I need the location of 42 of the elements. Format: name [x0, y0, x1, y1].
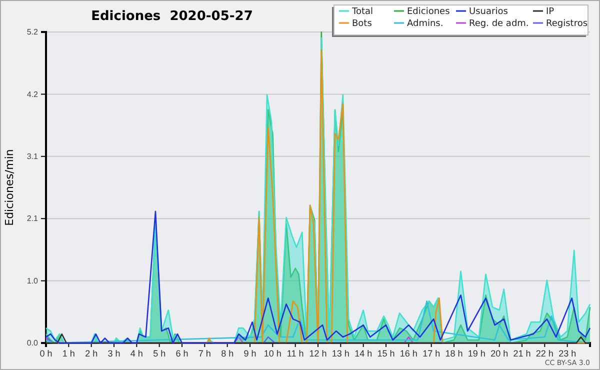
x-tick-label: 23 h [558, 348, 576, 358]
legend-label: Usuarios [469, 7, 508, 17]
x-tick-label: 10 h [264, 348, 282, 358]
y-tick-label: 0.0 [26, 338, 39, 348]
x-tick-label: 6 h [176, 348, 188, 358]
x-tick-label: 1 h [62, 348, 75, 358]
x-tick-label: 15 h [377, 348, 395, 358]
legend-label: Admins. [407, 19, 444, 29]
legend-label: Ediciones [407, 7, 450, 17]
x-tick-label: 13 h [332, 348, 350, 358]
y-tick-label: 3.1 [26, 152, 39, 161]
x-tick-label: 8 h [221, 348, 234, 358]
y-axis-title: Ediciones/min [3, 149, 16, 226]
x-tick-label: 9 h [244, 348, 256, 358]
chart-title: Ediciones 2020-05-27 [91, 9, 253, 24]
x-tick-label: 17 h [422, 348, 440, 358]
x-tick-label: 22 h [536, 348, 554, 358]
x-tick-label: 19 h [468, 348, 486, 358]
legend-label: Bots [352, 19, 372, 29]
x-tick-label: 16 h [400, 348, 418, 358]
y-tick-label: 2.1 [26, 214, 39, 224]
legend-label: IP [546, 7, 555, 17]
x-tick-label: 18 h [445, 348, 463, 358]
legend-label: Total [351, 7, 374, 17]
x-tick-label: 4 h [130, 348, 143, 358]
y-tick-label: 5.2 [26, 28, 39, 37]
x-tick-label: 7 h [198, 348, 211, 358]
y-tick-label: 1.0 [26, 276, 39, 286]
x-tick-label: 5 h [153, 348, 166, 358]
legend-label: Registros [546, 19, 588, 29]
x-tick-label: 14 h [354, 348, 372, 358]
x-tick-label: 0 h [40, 348, 52, 358]
y-tick-label: 4.2 [26, 90, 39, 99]
line-series [45, 300, 591, 344]
x-tick-label: 3 h [108, 348, 120, 358]
x-tick-label: 21 h [513, 348, 531, 358]
line-series [45, 210, 591, 344]
x-tick-label: 2 h [85, 348, 98, 358]
legend-label: Reg. de adm. [469, 19, 529, 29]
x-tick-label: 20 h [490, 348, 508, 358]
x-tick-label: 12 h [309, 348, 327, 358]
x-tick-label: 11 h [286, 348, 304, 358]
